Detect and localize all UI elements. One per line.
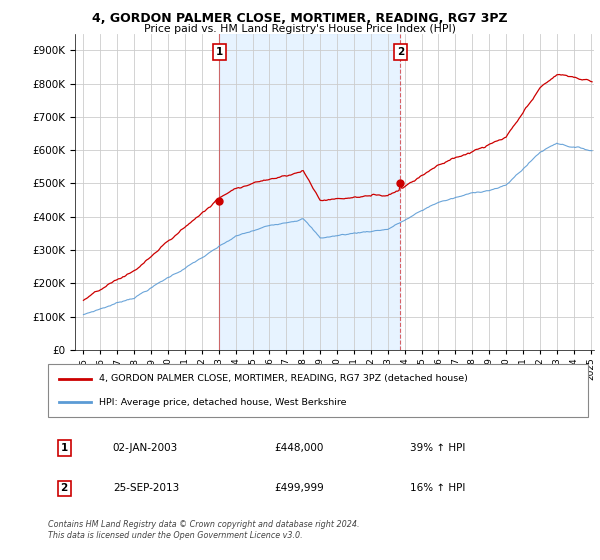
Text: £448,000: £448,000 [275, 443, 324, 453]
Text: 39% ↑ HPI: 39% ↑ HPI [410, 443, 465, 453]
Text: 02-JAN-2003: 02-JAN-2003 [113, 443, 178, 453]
Text: 1: 1 [216, 47, 223, 57]
Text: This data is licensed under the Open Government Licence v3.0.: This data is licensed under the Open Gov… [48, 531, 302, 540]
Text: 1: 1 [61, 443, 68, 453]
Bar [220, 34, 400, 350]
Text: 2: 2 [61, 483, 68, 493]
Text: 4, GORDON PALMER CLOSE, MORTIMER, READING, RG7 3PZ (detached house): 4, GORDON PALMER CLOSE, MORTIMER, READIN… [100, 375, 468, 384]
Text: 2: 2 [397, 47, 404, 57]
Text: 25-SEP-2013: 25-SEP-2013 [113, 483, 179, 493]
Text: 16% ↑ HPI: 16% ↑ HPI [410, 483, 465, 493]
Text: HPI: Average price, detached house, West Berkshire: HPI: Average price, detached house, West… [100, 398, 347, 407]
Text: 4, GORDON PALMER CLOSE, MORTIMER, READING, RG7 3PZ: 4, GORDON PALMER CLOSE, MORTIMER, READIN… [92, 12, 508, 25]
Text: £499,999: £499,999 [275, 483, 325, 493]
FancyBboxPatch shape [48, 364, 588, 417]
Text: Price paid vs. HM Land Registry's House Price Index (HPI): Price paid vs. HM Land Registry's House … [144, 24, 456, 34]
Text: Contains HM Land Registry data © Crown copyright and database right 2024.: Contains HM Land Registry data © Crown c… [48, 520, 359, 529]
